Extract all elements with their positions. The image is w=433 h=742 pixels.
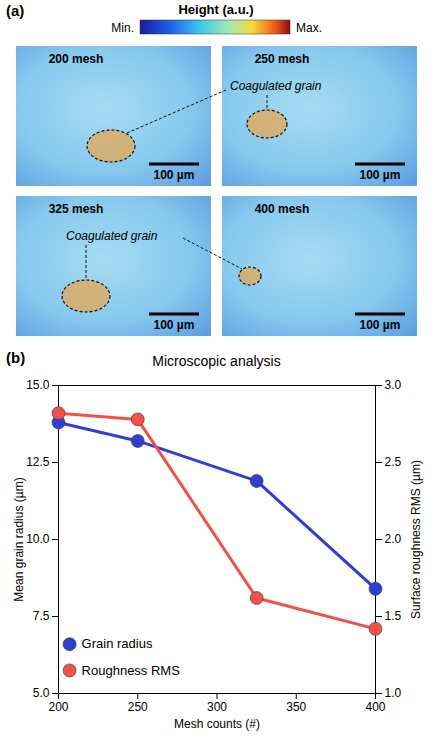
html-text:(b): (b): [6, 349, 26, 366]
svg-text:10.0: 10.0: [26, 532, 50, 546]
html-text:Microscopic analysis: Microscopic analysis: [152, 353, 281, 369]
svg-text:100 µm: 100 µm: [154, 168, 195, 182]
svg-text:Roughness RMS: Roughness RMS: [82, 663, 181, 678]
svg-text:5.0: 5.0: [33, 686, 50, 700]
svg-text:250 mesh: 250 mesh: [255, 52, 310, 66]
svg-text:400: 400: [365, 700, 385, 714]
svg-text:3.0: 3.0: [385, 378, 402, 392]
svg-text:Mesh counts (#): Mesh counts (#): [174, 717, 260, 731]
svg-text:100 µm: 100 µm: [154, 318, 195, 332]
svg-text:100 µm: 100 µm: [360, 318, 401, 332]
svg-text:Surface roughness RMS (µm): Surface roughness RMS (µm): [409, 460, 423, 619]
svg-text:200: 200: [48, 700, 68, 714]
svg-text:325 mesh: 325 mesh: [49, 202, 104, 216]
svg-text:2.5: 2.5: [385, 455, 402, 469]
svg-text:400 mesh: 400 mesh: [255, 202, 310, 216]
svg-text:Coagulated grain: Coagulated grain: [230, 79, 322, 93]
svg-text:2.0: 2.0: [385, 532, 402, 546]
svg-text:1.0: 1.0: [385, 686, 402, 700]
svg-text:Height (a.u.): Height (a.u.): [178, 2, 253, 17]
svg-text:12.5: 12.5: [26, 455, 50, 469]
svg-text:350: 350: [286, 700, 306, 714]
svg-text:Coagulated grain: Coagulated grain: [66, 229, 158, 243]
svg-text:250: 250: [128, 700, 148, 714]
svg-text:Max.: Max.: [296, 21, 322, 35]
svg-text:1.5: 1.5: [385, 609, 402, 623]
svg-text:200 mesh: 200 mesh: [49, 52, 104, 66]
svg-text:(a): (a): [6, 2, 24, 19]
svg-text:300: 300: [207, 700, 227, 714]
svg-text:7.5: 7.5: [33, 609, 50, 623]
svg-text:15.0: 15.0: [26, 378, 50, 392]
svg-text:Grain radius: Grain radius: [82, 636, 153, 651]
svg-text:Min.: Min.: [111, 21, 134, 35]
svg-text:Mean grain radius (µm): Mean grain radius (µm): [12, 477, 26, 601]
svg-text:100 µm: 100 µm: [360, 168, 401, 182]
